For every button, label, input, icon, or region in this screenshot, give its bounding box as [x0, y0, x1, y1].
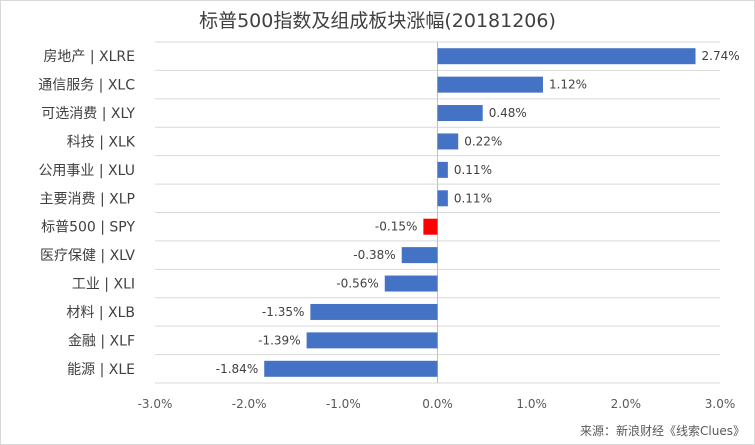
- bar: [437, 190, 448, 207]
- source-note: 来源：新浪财经《线索Clues》: [580, 424, 745, 438]
- data-label: -0.38%: [353, 248, 395, 262]
- data-label: -1.35%: [262, 305, 304, 319]
- category-label: 可选消费 | XLY: [41, 106, 135, 122]
- x-tick-label: 1.0%: [516, 397, 547, 411]
- data-label: -1.84%: [216, 362, 258, 376]
- bar: [437, 105, 483, 122]
- x-tick-label: 2.0%: [611, 397, 642, 411]
- x-tick-label: 0.0%: [422, 397, 453, 411]
- category-label: 金融 | XLF: [68, 333, 135, 349]
- data-label: 0.11%: [454, 191, 492, 205]
- bar: [310, 303, 438, 320]
- x-tick-label: -1.0%: [326, 397, 361, 411]
- category-label: 科技 | XLK: [67, 134, 136, 150]
- category-label: 通信服务 | XLC: [38, 78, 135, 94]
- x-tick-label: 3.0%: [705, 397, 736, 411]
- category-label: 公用事业 | XLU: [38, 163, 135, 179]
- data-label: -0.15%: [375, 220, 417, 234]
- category-label: 房地产 | XLRE: [43, 49, 135, 65]
- bar: [423, 218, 438, 235]
- category-label: 材料 | XLB: [66, 305, 135, 321]
- bar: [306, 332, 438, 349]
- bar: [384, 275, 438, 292]
- bar: [437, 161, 448, 178]
- data-label: 0.22%: [464, 134, 502, 148]
- bar: [437, 133, 459, 150]
- data-label: 2.74%: [702, 49, 740, 63]
- data-label: 0.11%: [454, 163, 492, 177]
- bar: [437, 76, 543, 93]
- category-label: 标普500 | SPY: [41, 220, 135, 236]
- bar: [264, 360, 438, 377]
- category-label: 工业 | XLI: [72, 277, 135, 293]
- category-label: 医疗保健 | XLV: [40, 248, 135, 264]
- bar: [401, 247, 438, 264]
- data-label: 0.48%: [489, 106, 527, 120]
- data-label: -0.56%: [336, 277, 378, 291]
- data-label: -1.39%: [258, 333, 300, 347]
- category-label: 能源 | XLE: [67, 362, 135, 378]
- data-label: 1.12%: [549, 78, 587, 92]
- x-tick-label: -3.0%: [138, 397, 173, 411]
- x-tick-label: -2.0%: [232, 397, 267, 411]
- chart-title: 标普500指数及组成板块涨幅(20181206): [199, 10, 556, 32]
- category-label: 主要消费 | XLP: [40, 191, 135, 207]
- bar: [437, 48, 696, 65]
